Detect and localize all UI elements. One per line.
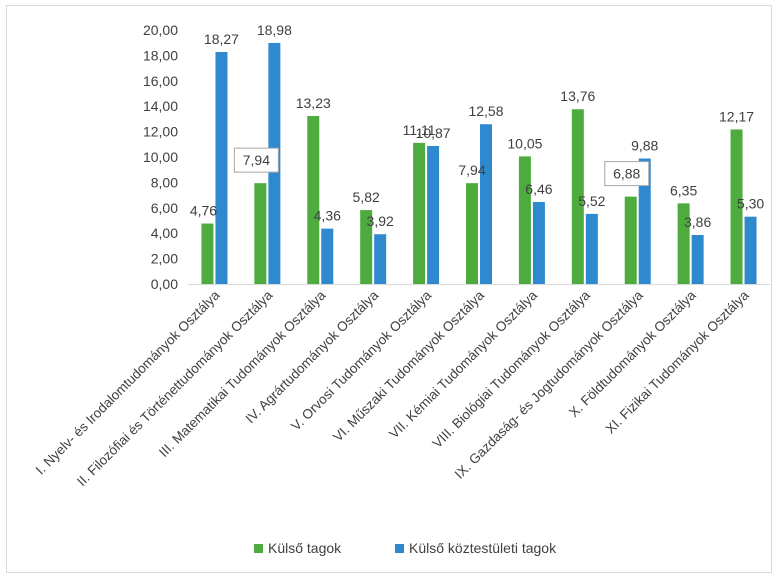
y-tick-label: 10,00 xyxy=(143,149,178,165)
category-label: I. Nyelv- és Irodalomtudományok Osztálya xyxy=(33,287,223,477)
y-tick-label: 16,00 xyxy=(143,73,178,89)
y-tick-label: 14,00 xyxy=(143,98,178,114)
y-axis: 0,00 2,00 4,00 6,00 8,00 10,00 12,00 14,00 16,00… xyxy=(143,22,770,292)
bar-kulso-tagok xyxy=(413,142,426,284)
legend-swatch-kulso-koztestuleti-tagok xyxy=(395,544,404,553)
y-tick-label: 20,00 xyxy=(143,22,178,38)
bar-kulso-tagok xyxy=(571,109,584,284)
data-label: 5,82 xyxy=(353,189,380,205)
data-label: 13,23 xyxy=(296,95,331,111)
bar-kulso-tagok xyxy=(201,223,214,284)
data-label: 6,46 xyxy=(525,181,552,197)
data-label: 12,58 xyxy=(468,103,503,119)
y-tick-label: 18,00 xyxy=(143,47,178,63)
data-label: 4,36 xyxy=(314,208,341,224)
data-label: 10,87 xyxy=(416,125,451,141)
data-label: 5,30 xyxy=(737,196,764,212)
data-label: 18,27 xyxy=(204,31,239,47)
data-labels: 4,76 18,27 7,94 18,98 13,23 4,36 5,82 3,92 11,11… xyxy=(190,22,765,230)
legend-swatch-kulso-tagok xyxy=(254,544,263,553)
data-label: 3,92 xyxy=(367,213,394,229)
bar-kulso-tagok xyxy=(730,129,743,284)
category-label: II. Filozófiai és Történettudományok Osz… xyxy=(74,287,276,489)
chart-frame xyxy=(6,5,772,573)
bar-kulso-koztestuleti-tagok xyxy=(321,228,334,284)
bar-kulso-koztestuleti-tagok xyxy=(585,213,598,284)
data-label-box xyxy=(233,147,279,173)
bar-kulso-koztestuleti-tagok xyxy=(374,234,387,284)
data-label-box xyxy=(604,161,650,187)
y-tick-label: 2,00 xyxy=(151,251,178,267)
data-label: 4,76 xyxy=(190,203,217,219)
bar-kulso-koztestuleti-tagok xyxy=(691,234,704,284)
bar-kulso-koztestuleti-tagok xyxy=(532,201,545,284)
data-label: 9,88 xyxy=(631,138,658,154)
y-tick-label: 4,00 xyxy=(151,225,178,241)
bar-kulso-tagok xyxy=(360,210,373,284)
data-label: 12,17 xyxy=(719,108,754,124)
bar-kulso-koztestuleti-tagok xyxy=(744,216,757,284)
data-label: 3,86 xyxy=(684,214,711,230)
data-label: 7,94 xyxy=(458,162,485,178)
bar-kulso-tagok xyxy=(518,156,531,284)
bar-kulso-tagok xyxy=(624,196,637,284)
bar-kulso-koztestuleti-tagok xyxy=(638,158,651,284)
data-label: 5,52 xyxy=(578,193,605,209)
data-label: 6,88 xyxy=(613,166,640,182)
data-label: 6,35 xyxy=(670,182,697,198)
y-tick-label: 0,00 xyxy=(151,276,178,292)
data-label: 7,94 xyxy=(243,152,270,168)
y-tick-label: 8,00 xyxy=(151,174,178,190)
y-tick-label: 12,00 xyxy=(143,124,178,140)
legend: Külső tagok Külső köztestületi tagok xyxy=(254,540,557,556)
bar-kulso-koztestuleti-tagok xyxy=(215,51,228,284)
bar-kulso-koztestuleti-tagok xyxy=(480,124,492,284)
bar-kulso-tagok xyxy=(307,115,320,284)
data-label: 10,05 xyxy=(507,135,542,151)
bar-kulso-koztestuleti-tagok xyxy=(427,145,440,284)
legend-label: Külső köztestületi tagok xyxy=(409,540,557,556)
category-label: IX. Gazdaság- és Jogtudományok Osztálya xyxy=(452,287,647,482)
data-label: 13,76 xyxy=(560,88,595,104)
data-label: 18,98 xyxy=(257,22,292,38)
data-label: 11,11 xyxy=(403,122,436,138)
category-labels: I. Nyelv- és Irodalomtudományok Osztálya… xyxy=(33,287,752,489)
legend-label: Külső tagok xyxy=(268,540,342,556)
bar-kulso-tagok xyxy=(466,183,478,284)
bar-kulso-tagok xyxy=(254,183,267,284)
bar-kulso-tagok xyxy=(677,203,690,284)
y-tick-label: 6,00 xyxy=(151,200,178,216)
